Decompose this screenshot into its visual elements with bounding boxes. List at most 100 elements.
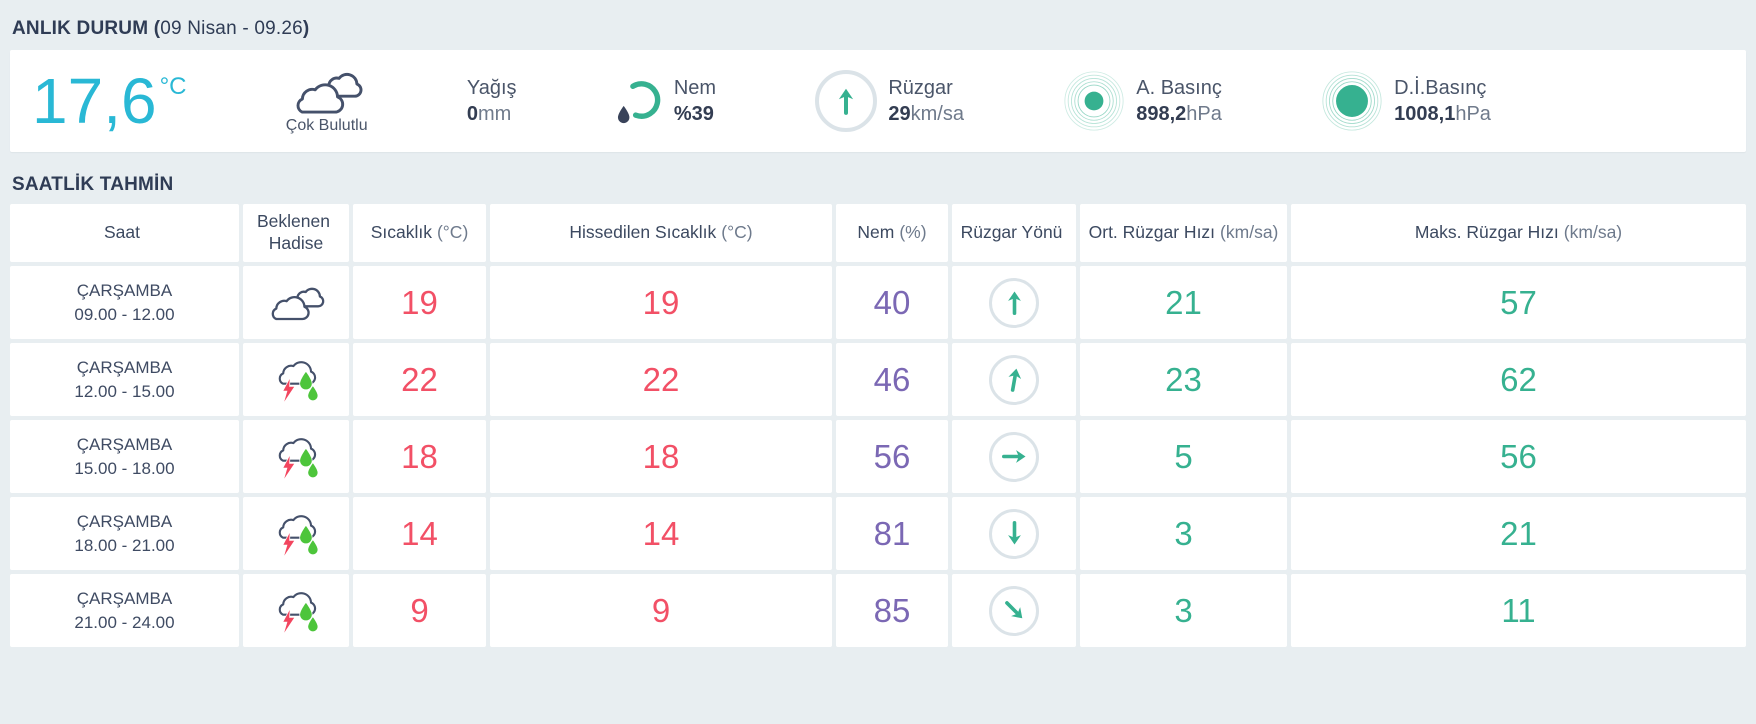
avg-wind-cell: 3	[1080, 497, 1287, 570]
time-cell: ÇARŞAMBA 12.00 - 15.00	[10, 343, 239, 416]
expected-condition-cell	[243, 420, 349, 493]
day-label: ÇARŞAMBA	[76, 357, 173, 377]
wind-direction-circle	[989, 354, 1039, 405]
actual-pressure-metric: A. Basınç 898,2hPa	[1063, 70, 1222, 132]
feels-like-cell: 9	[490, 574, 832, 647]
time-cell: ÇARŞAMBA 21.00 - 24.00	[10, 574, 239, 647]
actual-pressure-value: 898,2hPa	[1136, 103, 1222, 125]
humidity-cell: 46	[836, 343, 948, 416]
day-label: ÇARŞAMBA	[76, 280, 173, 300]
pressure-rings-large-icon	[1321, 70, 1383, 132]
current-conditions-heading: ANLIK DURUM (09 Nisan - 09.26)	[12, 18, 1756, 40]
col-header-ort-ruzgar-hizi: Ort. Rüzgar Hızı (km/sa)	[1080, 204, 1287, 262]
wind-direction-circle	[989, 585, 1039, 636]
hourly-forecast-heading: SAATLİK TAHMİN	[12, 174, 1756, 196]
hourly-forecast-table: Saat Beklenen Hadise Sıcaklık (°C) Hissed…	[10, 204, 1746, 647]
heading-date: 09 Nisan - 09.26	[160, 18, 303, 39]
day-label: ÇARŞAMBA	[76, 511, 173, 531]
expected-condition-cell	[243, 266, 349, 339]
time-range: 09.00 - 12.00	[74, 304, 175, 324]
sea-level-pressure-label: D.İ.Basınç	[1394, 76, 1487, 99]
temperature-unit: °C	[159, 72, 187, 100]
avg-wind-cell: 21	[1080, 266, 1287, 339]
feels-like-cell: 14	[490, 497, 832, 570]
heading-title: ANLIK DURUM (	[12, 18, 161, 39]
current-temperature: 17,6 °C	[32, 64, 187, 137]
wind-direction-cell	[952, 497, 1076, 570]
wind-direction-circle	[989, 431, 1039, 482]
col-header-nem: Nem (%)	[836, 204, 948, 262]
expected-condition-cell	[243, 497, 349, 570]
pressure-rings-small-icon	[1063, 70, 1125, 132]
feels-like-cell: 19	[490, 266, 832, 339]
wind-direction-cell	[952, 420, 1076, 493]
col-header-sicaklik: Sıcaklık (°C)	[353, 204, 486, 262]
wind-direction-icon	[1001, 520, 1028, 547]
wind-direction-icon	[1001, 289, 1028, 316]
max-wind-cell: 62	[1291, 343, 1746, 416]
wind-direction-icon	[1001, 443, 1028, 470]
temperature-cell: 19	[353, 266, 486, 339]
time-cell: ÇARŞAMBA 09.00 - 12.00	[10, 266, 239, 339]
avg-wind-cell: 23	[1080, 343, 1287, 416]
day-label: ÇARŞAMBA	[76, 434, 173, 454]
time-range: 21.00 - 24.00	[74, 612, 175, 632]
time-range: 15.00 - 18.00	[74, 458, 175, 478]
thunderstorm-icon	[268, 430, 324, 483]
wind-metric: Rüzgar 29km/sa	[815, 70, 964, 132]
cloudy-icon	[287, 67, 367, 116]
humidity-label: Nem	[673, 76, 717, 99]
humidity-cell: 40	[836, 266, 948, 339]
temperature-cell: 18	[353, 420, 486, 493]
humidity-cell: 56	[836, 420, 948, 493]
humidity-metric: Nem %39	[616, 75, 716, 128]
temperature-cell: 22	[353, 343, 486, 416]
time-cell: ÇARŞAMBA 18.00 - 21.00	[10, 497, 239, 570]
current-conditions-card: 17,6 °C Çok Bulutlu Yağış 0mm Nem %39 Rü…	[10, 50, 1746, 152]
feels-like-cell: 18	[490, 420, 832, 493]
wind-direction-icon	[995, 591, 1033, 629]
temperature-value: 17,6	[32, 64, 157, 137]
current-condition: Çok Bulutlu	[286, 67, 368, 135]
humidity-droplet-gauge-icon	[616, 77, 663, 125]
max-wind-cell: 21	[1291, 497, 1746, 570]
col-header-ruzgar-yonu: Rüzgar Yönü	[952, 204, 1076, 262]
sea-level-pressure-metric: D.İ.Basınç 1008,1hPa	[1321, 70, 1491, 132]
wind-label: Rüzgar	[888, 76, 953, 99]
thunderstorm-icon	[268, 507, 324, 560]
actual-pressure-label: A. Basınç	[1136, 76, 1222, 99]
precipitation-metric: Yağış 0mm	[467, 75, 517, 128]
time-cell: ÇARŞAMBA 15.00 - 18.00	[10, 420, 239, 493]
col-header-saat: Saat	[10, 204, 239, 262]
max-wind-cell: 11	[1291, 574, 1746, 647]
humidity-value: %39	[673, 103, 714, 125]
hourly-forecast-title: SAATLİK TAHMİN	[12, 174, 174, 195]
heading-close-paren: )	[302, 18, 310, 39]
wind-direction-circle	[989, 277, 1039, 328]
temperature-cell: 14	[353, 497, 486, 570]
col-header-hissedilen-sicaklik: Hissedilen Sıcaklık (°C)	[490, 204, 832, 262]
condition-label: Çok Bulutlu	[285, 117, 368, 134]
precipitation-label: Yağış	[466, 76, 517, 99]
feels-like-cell: 22	[490, 343, 832, 416]
humidity-cell: 81	[836, 497, 948, 570]
precipitation-value: 0mm	[466, 103, 512, 125]
thunderstorm-icon	[268, 353, 324, 406]
day-label: ÇARŞAMBA	[76, 588, 173, 608]
time-range: 18.00 - 21.00	[74, 535, 175, 555]
max-wind-cell: 56	[1291, 420, 1746, 493]
wind-value: 29km/sa	[888, 103, 964, 125]
wind-direction-cell	[952, 574, 1076, 647]
temperature-cell: 9	[353, 574, 486, 647]
wind-arrow-up-icon	[831, 86, 861, 116]
wind-direction-icon	[998, 364, 1029, 395]
expected-condition-cell	[243, 343, 349, 416]
thunderstorm-icon	[268, 584, 324, 637]
wind-direction-cell	[952, 343, 1076, 416]
wind-direction-circle	[815, 70, 878, 132]
cloudy-icon	[264, 283, 328, 322]
col-header-maks-ruzgar-hizi: Maks. Rüzgar Hızı (km/sa)	[1291, 204, 1746, 262]
time-range: 12.00 - 15.00	[74, 381, 175, 401]
sea-level-pressure-value: 1008,1hPa	[1394, 103, 1491, 125]
expected-condition-cell	[243, 574, 349, 647]
